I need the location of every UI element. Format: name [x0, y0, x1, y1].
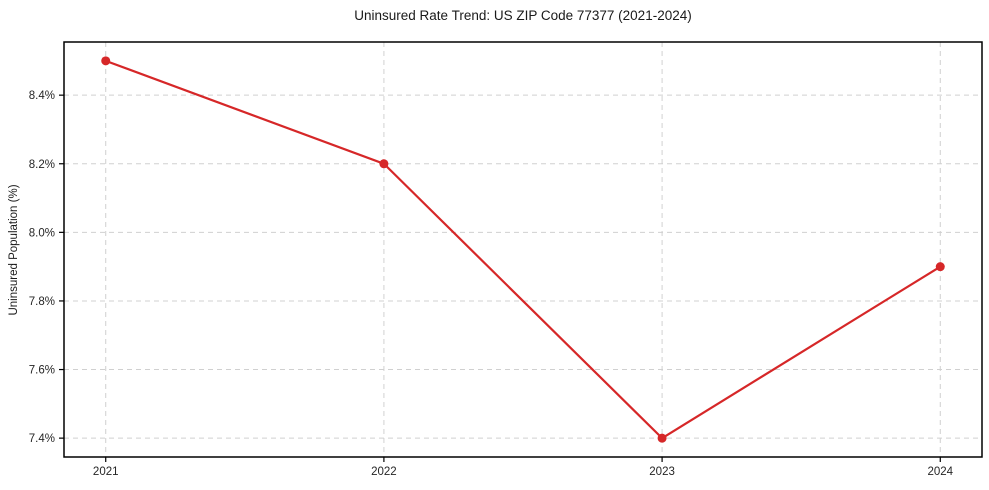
y-tick-label: 8.0%: [29, 227, 55, 239]
data-point-2021: [101, 56, 111, 66]
plot-border: [63, 41, 983, 458]
y-tick-label: 7.6%: [29, 365, 55, 377]
y-tick-label: 8.2%: [29, 159, 55, 171]
x-tick-label: 2022: [371, 466, 397, 478]
data-point-2022: [379, 159, 389, 169]
data-point-2024: [935, 262, 945, 272]
x-tick-label: 2024: [927, 466, 953, 478]
y-tick-label: 7.8%: [29, 296, 55, 308]
x-tick-label: 2021: [93, 466, 119, 478]
x-tick-label: 2023: [649, 466, 675, 478]
y-tick-label: 7.4%: [29, 433, 55, 445]
chart-title: Uninsured Rate Trend: US ZIP Code 77377 …: [354, 8, 692, 23]
y-tick-label: 8.4%: [29, 90, 55, 102]
trend-line: [104, 59, 942, 440]
data-point-2023: [657, 433, 667, 443]
